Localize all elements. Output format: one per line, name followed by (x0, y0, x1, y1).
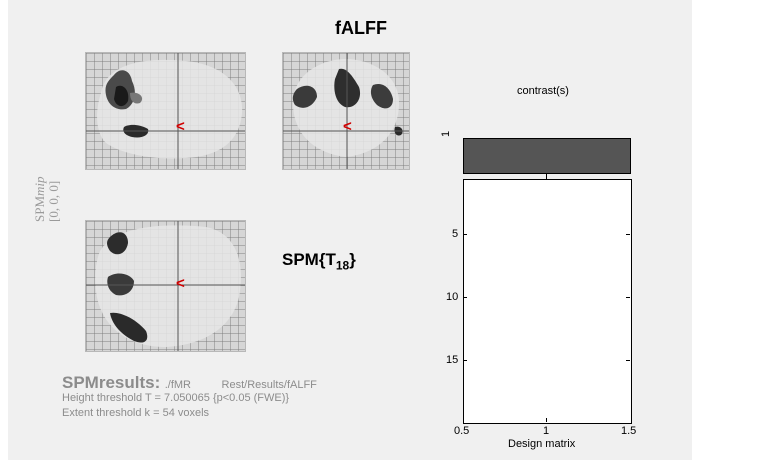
statistic-df: 18 (335, 258, 350, 273)
contrast-tick (546, 174, 547, 179)
cursor-marker-axial: < (176, 275, 185, 292)
y-tick-mark (626, 360, 630, 361)
contrast-bar (463, 138, 631, 174)
y-tick-label: 5 (452, 228, 459, 240)
x-tick-mark (546, 418, 547, 422)
sagittal-brain-projection (86, 53, 245, 169)
results-header: SPMresults: ./fMR Rest/Results/fALFF (62, 373, 317, 393)
cursor-marker-coronal: < (343, 118, 352, 135)
results-path: ./fMR Rest/Results/fALFF (164, 379, 317, 391)
x-tick-label: 1.5 (621, 425, 637, 437)
extent-threshold-text: Extent threshold k = 54 voxels (62, 407, 210, 419)
mip-axial-view[interactable] (85, 220, 246, 352)
statistic-label: SPM{T18} (282, 250, 356, 272)
statistic-name: SPM{T (282, 250, 336, 269)
mip-coronal-view[interactable] (282, 52, 410, 170)
cursor-marker-sagittal: < (176, 118, 185, 135)
mip-label-text: mip (32, 176, 47, 196)
results-heading: SPMresults: (62, 373, 161, 392)
spm-label-text: SPM (32, 195, 47, 222)
height-threshold-text: Height threshold T = 7.050065 {p<0.05 (F… (62, 392, 290, 404)
y-tick-label: 15 (446, 354, 459, 366)
design-matrix-plot[interactable] (463, 179, 632, 424)
x-tick-label: 1 (543, 425, 550, 437)
y-tick-mark (463, 360, 467, 361)
y-tick-mark (626, 234, 630, 235)
figure-title: fALFF (335, 18, 387, 38)
contrast-title: contrast(s) (517, 85, 569, 97)
axial-brain-projection (86, 221, 245, 351)
y-tick-mark (626, 297, 630, 298)
y-tick-mark (463, 234, 467, 235)
cursor-coordinates: [0, 0, 0] (46, 180, 61, 222)
mip-sagittal-view[interactable] (85, 52, 246, 170)
contrast-row-label: 1 (440, 130, 452, 137)
x-tick-label: 0.5 (454, 425, 470, 437)
spm-mip-label: SPMmip [0, 0, 0] (32, 176, 61, 222)
y-tick-mark (463, 297, 467, 298)
statistic-close-brace: } (349, 250, 356, 269)
y-tick-label: 10 (446, 291, 459, 303)
coronal-brain-projection (283, 53, 409, 169)
design-matrix-label: Design matrix (508, 438, 576, 450)
